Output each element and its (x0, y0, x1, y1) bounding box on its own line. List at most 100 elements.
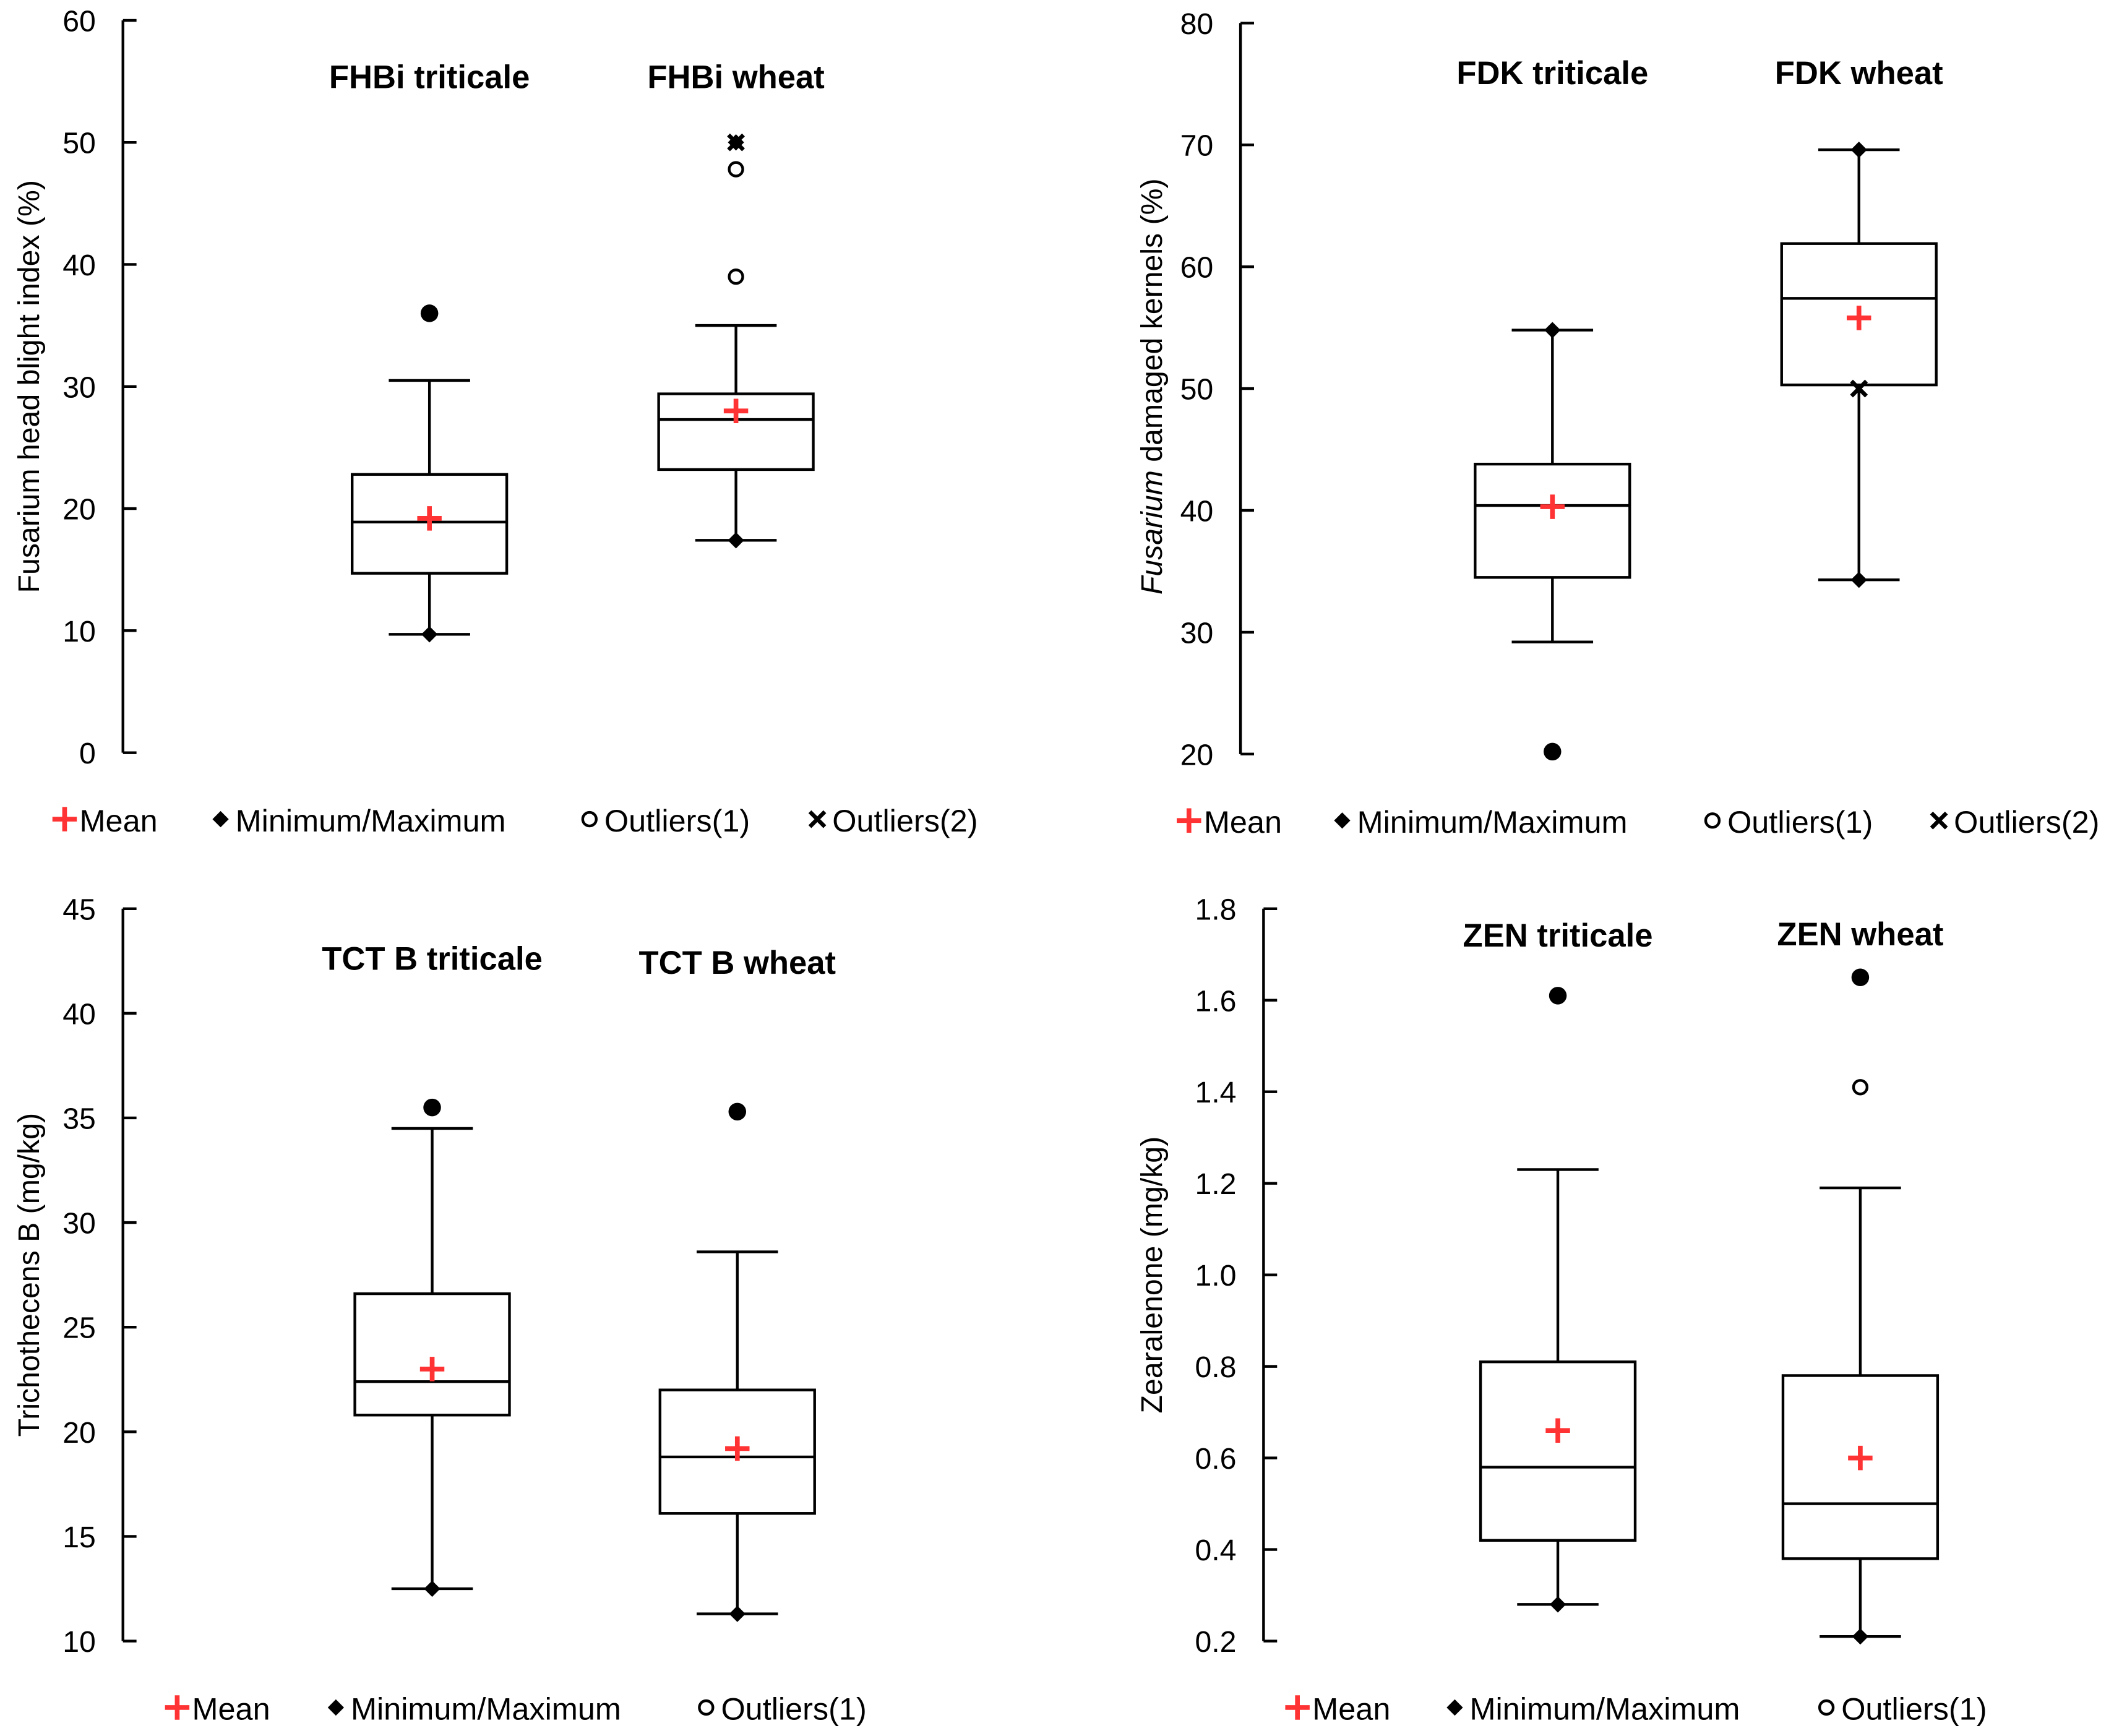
legend: Mean Minimum/Maximum Outliers(1) (165, 1691, 867, 1727)
legend-label: Outliers(2) (832, 803, 978, 838)
legend-label: Mean (80, 803, 158, 838)
mean-marker (723, 398, 749, 423)
outlier1-point (1852, 1079, 1869, 1096)
y-tick-label: 50 (1180, 373, 1214, 406)
y-tick-label: 1.2 (1195, 1167, 1236, 1201)
box-group: FDK triticale (1456, 55, 1648, 761)
iqr-box (1474, 462, 1631, 579)
y-tick-label: 25 (62, 1312, 96, 1345)
panel-4: 0.2 0.4 0.6 0.8 1.0 1.2 1.4 1.6 1.8 Zearalenone (… (1135, 893, 1987, 1726)
mean-marker (1540, 494, 1565, 519)
y-tick-label: 30 (1180, 616, 1214, 650)
y-axis-label-text: Trichothecens B (mg/kg) (12, 1113, 46, 1437)
y-tick-label: 70 (1180, 129, 1214, 163)
y-tick-label: 20 (62, 493, 96, 526)
outlier2-point (1850, 379, 1868, 398)
maximum-marker (1850, 141, 1867, 158)
y-tick-label: 10 (62, 1625, 96, 1659)
minmax-legend-icon (1446, 1699, 1463, 1716)
group-title: FDK triticale (1456, 55, 1648, 92)
mean-marker (1545, 1418, 1570, 1443)
group-title: TCT B wheat (638, 945, 836, 981)
y-axis-label: Fusarium head blight index (%) (12, 180, 46, 593)
y-tick-label: 1.6 (1195, 984, 1236, 1018)
box-group: FHBi wheat (647, 59, 825, 549)
minimum-marker (1850, 572, 1867, 588)
y-axis-label: Trichothecens B (mg/kg) (12, 1113, 46, 1437)
outliers1-legend-icon (581, 810, 598, 828)
outlier1-point (728, 269, 744, 285)
legend-label: Minimum/Maximum (351, 1691, 621, 1727)
minmax-legend-icon (1334, 812, 1351, 829)
mean-marker (417, 506, 442, 531)
y-axis-label-text: Zearalenone (mg/kg) (1135, 1137, 1169, 1414)
legend-label: Outliers(1) (1727, 804, 1873, 840)
legend-label: Outliers(1) (721, 1691, 866, 1727)
box-group: FHBi triticale (329, 59, 530, 643)
mean-marker (419, 1357, 445, 1381)
y-tick-label: 1.0 (1195, 1259, 1236, 1292)
legend-label: Outliers(2) (1954, 804, 2099, 840)
y-tick-label: 40 (62, 997, 96, 1031)
filled-outlier-point (1544, 742, 1562, 761)
outliers1-legend-icon (1818, 1699, 1835, 1716)
iqr-box (353, 1292, 511, 1417)
group-title: FHBi triticale (329, 59, 530, 95)
box-group: ZEN wheat (1777, 916, 1943, 1645)
filled-outlier-point (420, 304, 439, 322)
mean-legend-icon (165, 1695, 190, 1720)
y-tick-label: 20 (1180, 738, 1214, 771)
y-tick-label: 20 (62, 1416, 96, 1450)
minimum-marker (728, 532, 744, 549)
legend: Mean Minimum/Maximum Outliers(1) Outliers(2… (1177, 804, 2099, 840)
y-axis-label-text: damaged kernels (%) (1135, 178, 1169, 470)
iqr-box (1479, 1360, 1637, 1542)
y-tick-label: 30 (62, 371, 96, 404)
outlier2-point (727, 133, 745, 152)
outliers2-legend-icon (808, 810, 827, 828)
minmax-legend-icon (212, 810, 229, 828)
panel-3: 10 15 20 25 30 35 40 45 Trichothecens B (mg/kg) T… (12, 893, 867, 1726)
y-tick-label: 35 (62, 1102, 96, 1136)
mean-marker (725, 1436, 750, 1461)
y-axis-label: Zearalenone (mg/kg) (1135, 1137, 1169, 1414)
box-group: ZEN triticale (1463, 917, 1653, 1613)
box-group: TCT B wheat (638, 945, 836, 1622)
legend-label: Mean (1204, 804, 1282, 840)
minimum-marker (1549, 1596, 1566, 1613)
outlier1-point (728, 161, 744, 178)
panel-1: 0 10 20 30 40 50 60 Fusarium head blight index … (12, 4, 978, 838)
outliers1-legend-icon (698, 1699, 715, 1716)
legend-label: Outliers(1) (604, 803, 750, 838)
legend-label: Minimum/Maximum (236, 803, 506, 838)
filled-outlier-point (423, 1098, 441, 1117)
y-axis-label: Fusarium damaged kernels (%) (1135, 178, 1169, 595)
legend: Mean Minimum/Maximum Outliers(1) Outliers(2… (52, 803, 978, 838)
y-tick-label: 0.4 (1195, 1534, 1236, 1567)
legend-label: Minimum/Maximum (1357, 804, 1628, 840)
y-tick-label: 60 (62, 4, 96, 38)
y-tick-label: 50 (62, 127, 96, 160)
mean-legend-icon (1177, 808, 1201, 833)
box-group: TCT B triticale (322, 940, 543, 1597)
y-tick-label: 0.8 (1195, 1351, 1236, 1384)
y-axis-label-italic: Fusarium (1135, 470, 1169, 595)
legend: Mean Minimum/Maximum Outliers(1) (1285, 1691, 1987, 1727)
y-axis-label-text: Fusarium head blight index (%) (12, 180, 46, 593)
group-title: TCT B triticale (322, 940, 543, 977)
minimum-marker (424, 1580, 440, 1597)
minmax-legend-icon (327, 1699, 345, 1716)
filled-outlier-point (728, 1102, 747, 1121)
mean-marker (1846, 306, 1871, 330)
y-tick-label: 15 (62, 1521, 96, 1554)
legend-label: Minimum/Maximum (1470, 1691, 1740, 1727)
filled-outlier-point (1549, 987, 1567, 1005)
group-title: FDK wheat (1775, 55, 1943, 92)
legend-label: Mean (1312, 1691, 1390, 1727)
outliers1-legend-icon (1704, 812, 1721, 829)
y-tick-label: 1.8 (1195, 893, 1236, 926)
legend-label: Outliers(1) (1841, 1691, 1987, 1727)
y-tick-label: 80 (1180, 7, 1214, 41)
panel-2: 20 30 40 50 60 70 80 Fusarium damaged kernels (… (1135, 7, 2100, 840)
